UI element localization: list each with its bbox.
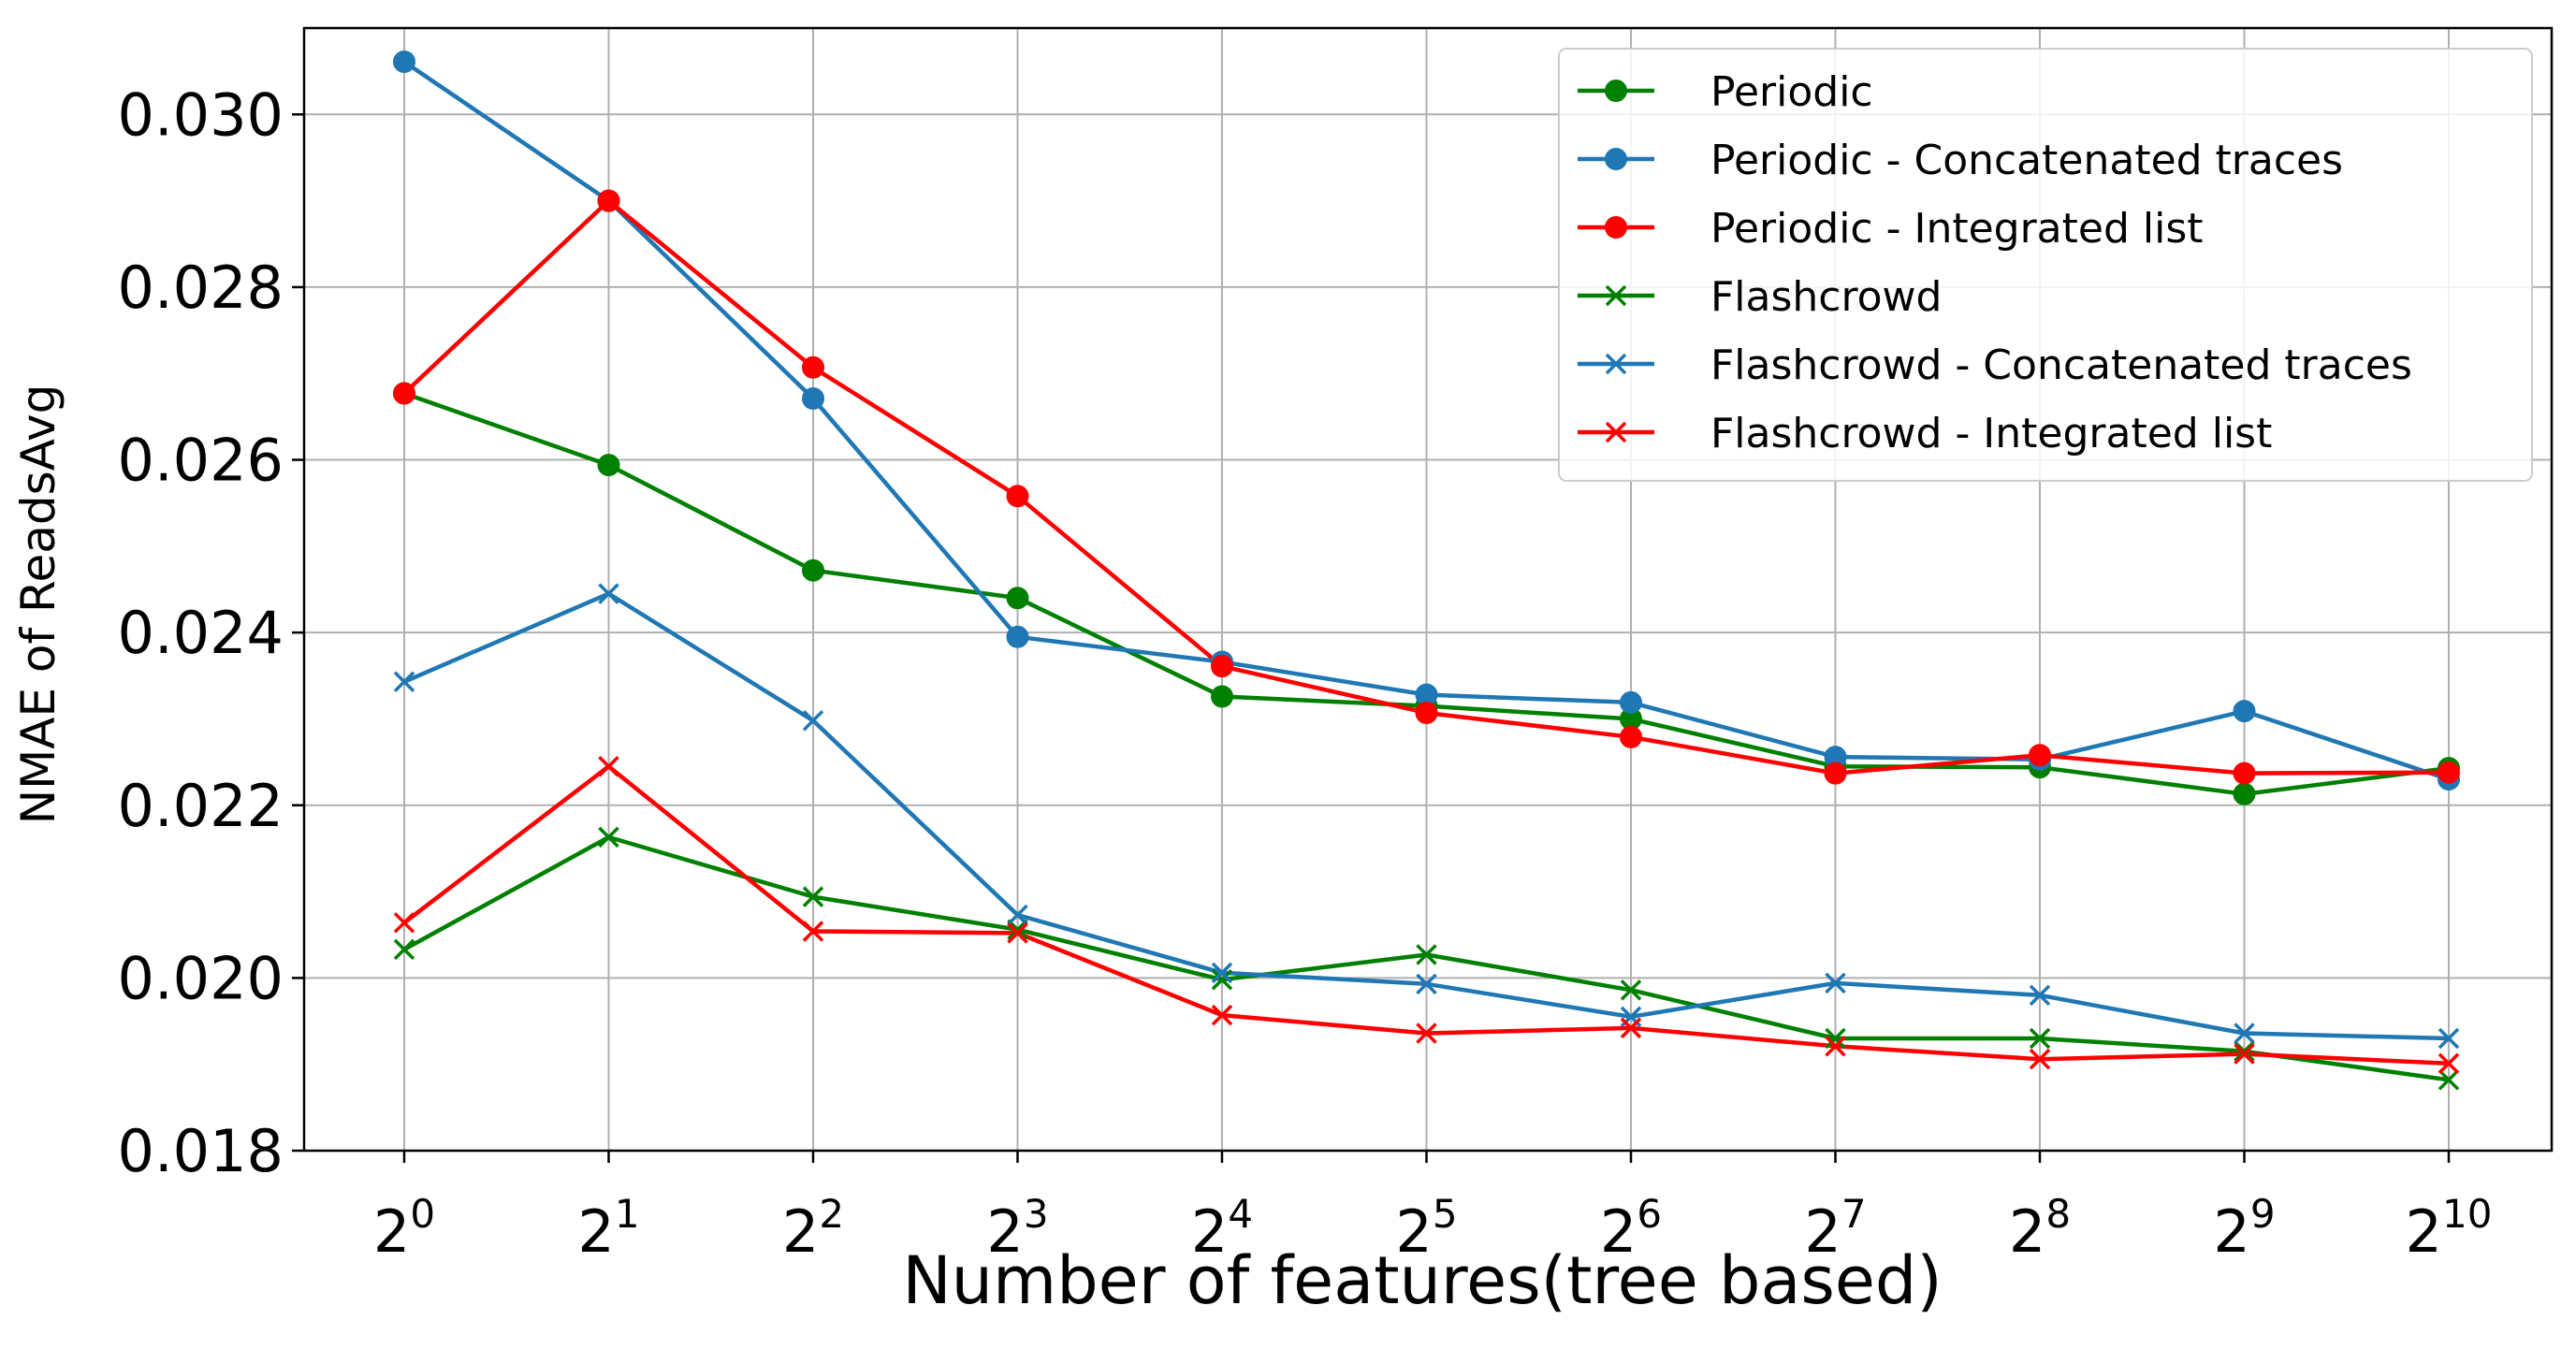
data-point-5 <box>2438 1027 2460 1050</box>
data-point-1 <box>1211 685 1233 708</box>
legend-swatch-marker <box>1605 148 1627 170</box>
data-point-3 <box>2029 744 2051 767</box>
x-tick-label: 21 <box>577 1191 639 1266</box>
data-point-3 <box>1620 725 1642 748</box>
data-point-5 <box>2234 1023 2255 1044</box>
x-tick-label: 20 <box>373 1191 435 1266</box>
legend-swatch-marker <box>1605 284 1627 307</box>
legend-label: Flashcrowd - Concatenated traces <box>1710 341 2412 389</box>
y-tick-label: 0.020 <box>118 944 284 1012</box>
data-point-6 <box>802 921 824 942</box>
data-point-6 <box>1211 1004 1233 1026</box>
y-tick-labels: 0.018 0.020 0.022 0.024 0.026 0.028 0.030 <box>118 80 284 1185</box>
data-point-4 <box>2029 1027 2051 1050</box>
data-point-1 <box>802 558 824 582</box>
legend-label: Flashcrowd - Integrated list <box>1710 410 2272 457</box>
data-point-3 <box>597 189 620 212</box>
y-tick-label: 0.018 <box>118 1117 284 1185</box>
x-tick-labels: 20 21 22 23 24 25 26 27 28 29 210 <box>373 1191 2493 1266</box>
data-point-3 <box>802 355 824 379</box>
x-tick-label: 29 <box>2213 1191 2275 1266</box>
legend-label: Periodic - Concatenated traces <box>1710 137 2343 184</box>
legend-swatch-marker <box>1605 216 1627 239</box>
data-point-2 <box>1006 625 1029 648</box>
data-point-5 <box>598 583 619 604</box>
data-point-3 <box>2438 761 2460 784</box>
data-point-4 <box>2234 1040 2255 1063</box>
y-tick-label: 0.022 <box>118 772 284 840</box>
data-point-3 <box>1211 655 1233 678</box>
x-tick-label: 27 <box>1804 1191 1866 1266</box>
legend-box <box>1558 48 2533 482</box>
data-point-5 <box>393 671 415 693</box>
legend-label: Flashcrowd <box>1710 273 1942 321</box>
legend-label: Periodic - Integrated list <box>1710 205 2204 253</box>
y-tick-label: 0.024 <box>118 599 284 667</box>
data-point-6 <box>1416 1023 1437 1044</box>
data-point-2 <box>393 51 415 73</box>
y-tick-label: 0.030 <box>118 80 284 149</box>
data-point-4 <box>802 886 824 907</box>
x-tick-label: 26 <box>1600 1191 1662 1266</box>
y-axis-label: NMAE of ReadsAvg <box>11 384 65 825</box>
data-point-4 <box>598 826 619 849</box>
data-point-6 <box>598 755 619 777</box>
data-point-2 <box>2233 700 2256 723</box>
data-point-2 <box>1620 690 1642 714</box>
data-point-3 <box>1415 702 1438 724</box>
data-point-6 <box>1620 1017 1642 1039</box>
data-point-4 <box>1211 968 1233 991</box>
data-point-2 <box>802 387 824 410</box>
legend-swatch-marker <box>1605 353 1627 375</box>
plot-frame <box>302 26 2554 1153</box>
x-tick-label: 22 <box>782 1191 844 1266</box>
y-tick-label: 0.028 <box>118 254 284 322</box>
x-tick-label: 210 <box>2406 1191 2493 1266</box>
legend-label: Periodic <box>1710 68 1873 116</box>
data-point-1 <box>1006 587 1029 610</box>
data-point-6 <box>393 912 415 934</box>
data-point-6 <box>1825 1036 1846 1057</box>
data-point-5 <box>2029 984 2051 1007</box>
data-point-6 <box>2234 1043 2255 1065</box>
data-point-5 <box>802 710 824 732</box>
x-tick-label: 24 <box>1191 1191 1253 1266</box>
data-point-4 <box>1416 944 1437 965</box>
data-point-6 <box>2438 1052 2460 1075</box>
data-point-3 <box>393 382 415 405</box>
data-point-3 <box>1824 762 1847 785</box>
data-point-3 <box>2233 762 2256 785</box>
legend: Periodic Periodic - Concatenated traces Pe… <box>1558 48 2533 482</box>
legend-swatch-marker <box>1605 80 1627 102</box>
data-point-5 <box>1007 904 1028 926</box>
data-point-5 <box>1825 972 1846 994</box>
data-point-4 <box>1825 1027 1846 1050</box>
y-tick-label: 0.026 <box>118 427 284 495</box>
data-point-1 <box>597 454 620 477</box>
x-tick-label: 28 <box>2009 1191 2071 1266</box>
axis-ticks <box>292 113 2451 1163</box>
data-point-4 <box>2438 1069 2460 1091</box>
x-axis-label: Number of features(tree based) <box>902 1242 1942 1319</box>
x-tick-label: 25 <box>1395 1191 1457 1266</box>
data-point-6 <box>2029 1048 2051 1070</box>
data-point-4 <box>1620 979 1642 1001</box>
data-point-3 <box>1006 485 1029 508</box>
series-markers <box>393 51 2460 1091</box>
data-point-4 <box>393 938 415 961</box>
data-point-1 <box>2233 782 2256 805</box>
data-point-5 <box>1211 962 1233 984</box>
data-point-5 <box>1416 973 1437 995</box>
legend-swatch-marker <box>1605 421 1627 443</box>
data-point-6 <box>1007 922 1028 944</box>
x-tick-label: 23 <box>986 1191 1048 1266</box>
